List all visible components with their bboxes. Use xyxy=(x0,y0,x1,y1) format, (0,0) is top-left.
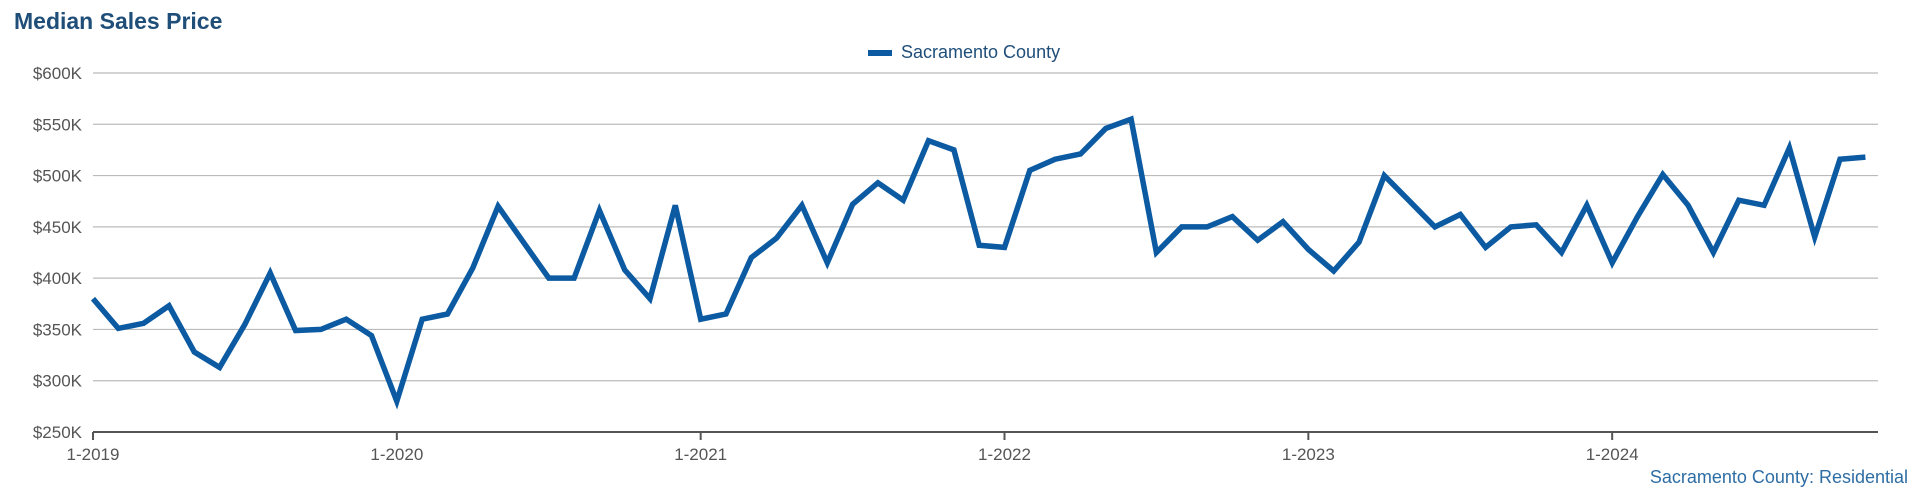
data-point[interactable] xyxy=(1407,199,1412,204)
data-point[interactable] xyxy=(1027,168,1032,173)
series-group xyxy=(90,115,1868,410)
y-tick-label: $250K xyxy=(33,423,83,442)
x-tick-label: 1-2020 xyxy=(370,445,423,464)
x-tick-label: 1-2021 xyxy=(674,445,727,464)
data-point[interactable] xyxy=(394,399,399,404)
data-point[interactable] xyxy=(1306,247,1311,252)
y-tick-label: $600K xyxy=(33,64,83,83)
data-point[interactable] xyxy=(698,317,703,322)
data-point[interactable] xyxy=(1610,260,1615,265)
data-point[interactable] xyxy=(951,147,956,152)
x-axis xyxy=(92,431,1878,440)
data-point[interactable] xyxy=(546,276,551,281)
y-tick-label: $500K xyxy=(33,167,83,186)
data-point[interactable] xyxy=(1812,235,1817,240)
data-point[interactable] xyxy=(597,208,602,213)
data-point[interactable] xyxy=(1686,203,1691,208)
data-point[interactable] xyxy=(1711,250,1716,255)
data-point[interactable] xyxy=(622,267,627,272)
data-point[interactable] xyxy=(445,312,450,317)
legend-swatch xyxy=(868,49,892,56)
y-tick-label: $400K xyxy=(33,269,83,288)
data-point[interactable] xyxy=(470,265,475,270)
data-point[interactable] xyxy=(344,317,349,322)
y-tick-label: $300K xyxy=(33,372,83,391)
data-point[interactable] xyxy=(116,326,121,331)
x-axis-labels: 1-2019 1-2020 1-2021 1-2022 1-2023 1-2024 xyxy=(67,445,1639,464)
data-point[interactable] xyxy=(1154,250,1159,255)
data-point[interactable] xyxy=(799,203,804,208)
x-tick-label: 1-2023 xyxy=(1282,445,1335,464)
data-point[interactable] xyxy=(1534,222,1539,227)
data-point[interactable] xyxy=(723,312,728,317)
y-tick-label: $550K xyxy=(33,115,83,134)
data-point[interactable] xyxy=(1281,219,1286,224)
data-point[interactable] xyxy=(1205,224,1210,229)
data-point[interactable] xyxy=(166,303,171,308)
data-point[interactable] xyxy=(1787,145,1792,150)
y-tick-label: $450K xyxy=(33,218,83,237)
data-point[interactable] xyxy=(521,240,526,245)
data-point[interactable] xyxy=(141,321,146,326)
data-point[interactable] xyxy=(369,333,374,338)
series-line xyxy=(90,115,1866,410)
data-point[interactable] xyxy=(1432,224,1437,229)
chart-title: Median Sales Price xyxy=(14,8,223,34)
data-point[interactable] xyxy=(850,202,855,207)
data-point[interactable] xyxy=(1736,198,1741,203)
data-point[interactable] xyxy=(1103,126,1108,131)
data-point[interactable] xyxy=(673,203,678,208)
data-point[interactable] xyxy=(926,138,931,143)
x-tick-label: 1-2022 xyxy=(978,445,1031,464)
x-tick-label: 1-2024 xyxy=(1586,445,1639,464)
data-point[interactable] xyxy=(1559,250,1564,255)
data-point[interactable] xyxy=(1179,224,1184,229)
data-point[interactable] xyxy=(1230,214,1235,219)
data-point[interactable] xyxy=(1762,203,1767,208)
data-point[interactable] xyxy=(1838,157,1843,162)
data-point[interactable] xyxy=(977,243,982,248)
data-point[interactable] xyxy=(217,365,222,370)
data-point[interactable] xyxy=(1255,238,1260,243)
data-point[interactable] xyxy=(420,317,425,322)
y-tick-label: $350K xyxy=(33,320,83,339)
data-point[interactable] xyxy=(648,296,653,301)
legend-label: Sacramento County xyxy=(901,42,1061,62)
grid-lines xyxy=(93,72,1878,382)
data-point[interactable] xyxy=(293,328,298,333)
data-point[interactable] xyxy=(242,322,247,327)
data-point[interactable] xyxy=(318,327,323,332)
source-label: Sacramento County: Residential xyxy=(1649,467,1908,487)
data-point[interactable] xyxy=(1863,155,1868,160)
data-point[interactable] xyxy=(901,198,906,203)
data-point[interactable] xyxy=(91,296,96,301)
data-point[interactable] xyxy=(1331,268,1336,273)
data-point[interactable] xyxy=(1660,172,1665,177)
data-point[interactable] xyxy=(1356,240,1361,245)
data-point[interactable] xyxy=(1002,245,1007,250)
data-point[interactable] xyxy=(1458,212,1463,217)
data-point[interactable] xyxy=(825,260,830,265)
y-axis-labels: $600K $550K $500K $450K $400K $350K $300K $250K xyxy=(33,64,83,442)
data-point[interactable] xyxy=(749,255,754,260)
x-tick-label: 1-2019 xyxy=(67,445,120,464)
data-point[interactable] xyxy=(1635,214,1640,219)
data-point[interactable] xyxy=(1584,203,1589,208)
data-point[interactable] xyxy=(268,271,273,276)
data-point[interactable] xyxy=(875,180,880,185)
data-point[interactable] xyxy=(1508,224,1513,229)
data-point[interactable] xyxy=(496,204,501,209)
data-point[interactable] xyxy=(1129,117,1134,122)
data-point[interactable] xyxy=(1078,152,1083,157)
data-point[interactable] xyxy=(572,276,577,281)
data-point[interactable] xyxy=(1053,157,1058,162)
data-point[interactable] xyxy=(192,349,197,354)
data-point[interactable] xyxy=(1382,173,1387,178)
chart-legend[interactable]: Sacramento County xyxy=(868,42,1060,63)
data-point[interactable] xyxy=(774,236,779,241)
data-point[interactable] xyxy=(1483,245,1488,250)
